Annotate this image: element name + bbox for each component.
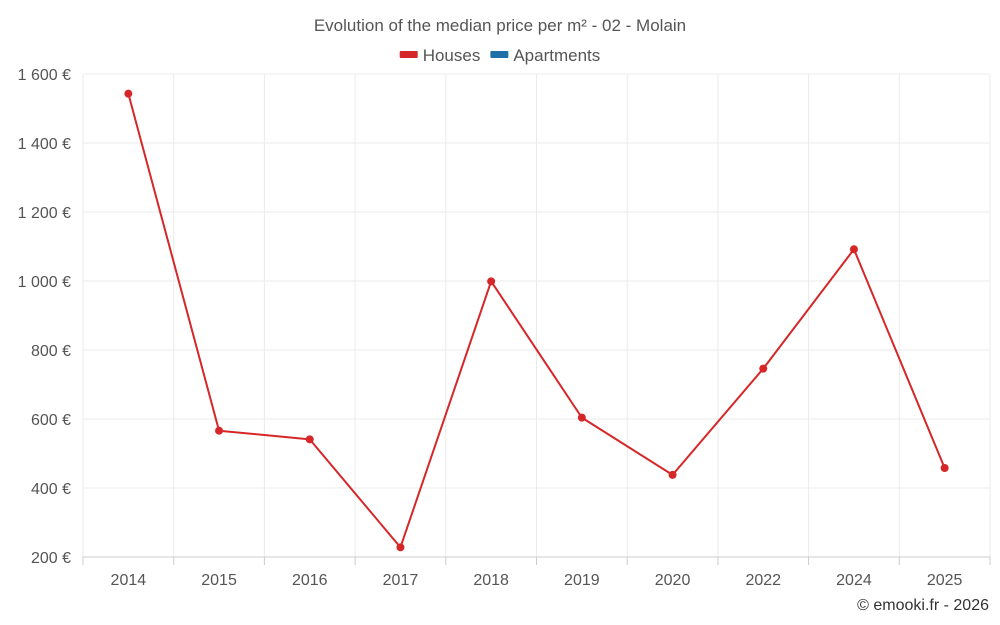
legend-label: Houses (423, 46, 481, 65)
y-tick-label: 1 400 € (18, 136, 71, 153)
x-tick-label: 2016 (292, 572, 328, 589)
x-tick-label: 2024 (836, 572, 872, 589)
x-tick-label: 2014 (111, 572, 147, 589)
copyright-credit: © emooki.fr - 2026 (857, 597, 989, 614)
data-point-houses-2024[interactable] (849, 245, 858, 254)
x-axis-tick-labels: 2014 2015 2016 2017 2018 2019 2020 2022 2024 2025 (82, 557, 991, 589)
y-tick-label: 200 € (31, 550, 71, 567)
x-tick-label: 2017 (383, 572, 419, 589)
y-tick-label: 1 600 € (18, 67, 71, 84)
x-tick-label: 2020 (655, 572, 691, 589)
y-tick-label: 400 € (31, 481, 71, 498)
y-tick-label: 800 € (31, 343, 71, 360)
y-tick-label: 600 € (31, 412, 71, 429)
series-line-houses (127, 93, 946, 549)
legend-item-apartments[interactable]: Apartments (490, 46, 600, 65)
x-tick-label: 2022 (745, 572, 781, 589)
data-point-houses-2014[interactable] (124, 89, 133, 98)
data-point-houses-2018[interactable] (487, 277, 496, 286)
chart-title: Evolution of the median price per m² - 0… (314, 16, 686, 35)
legend: Houses Apartments (399, 46, 600, 65)
data-point-houses-2025[interactable] (940, 463, 949, 472)
data-point-houses-2015[interactable] (215, 426, 224, 435)
legend-swatch (399, 51, 418, 58)
x-tick-label: 2015 (201, 572, 237, 589)
y-tick-label: 1 000 € (18, 274, 71, 291)
data-point-houses-2017[interactable] (396, 543, 405, 552)
legend-item-houses[interactable]: Houses (399, 46, 481, 65)
x-tick-label: 2025 (927, 572, 963, 589)
legend-label: Apartments (513, 46, 600, 65)
x-tick-label: 2018 (473, 572, 509, 589)
x-tick-label: 2019 (564, 572, 600, 589)
data-point-houses-2022[interactable] (759, 364, 768, 373)
data-point-houses-2019[interactable] (577, 413, 586, 422)
y-axis-tick-labels: 200 € 400 € 600 € 800 € 1 000 € 1 200 € 1 400 … (18, 67, 71, 567)
y-tick-label: 1 200 € (18, 205, 71, 222)
legend-swatch (490, 51, 509, 58)
series-layer (124, 89, 949, 552)
data-point-houses-2016[interactable] (305, 435, 314, 444)
data-point-houses-2020[interactable] (668, 470, 677, 479)
vertical-gridlines (82, 74, 991, 557)
